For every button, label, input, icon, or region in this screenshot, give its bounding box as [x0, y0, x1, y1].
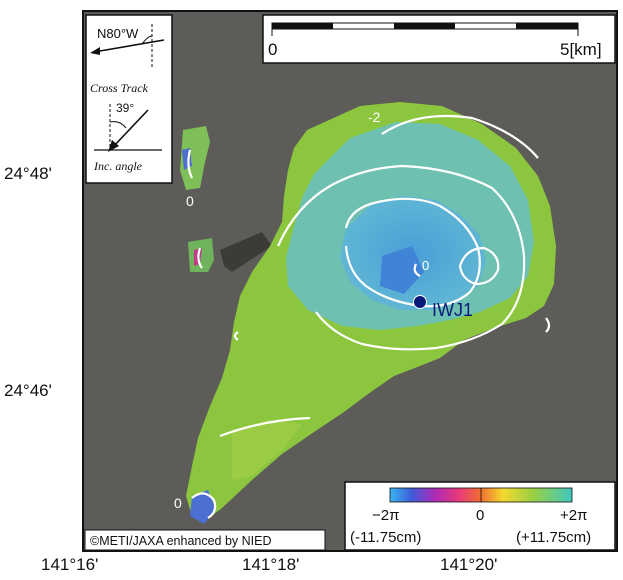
contour-label-zero-north: 0 — [186, 193, 194, 209]
scale-bar-seg-3 — [394, 23, 455, 29]
scale-end-label: 5[km] — [560, 40, 602, 59]
contour-west-mark — [233, 331, 239, 341]
contour-lines — [187, 114, 551, 519]
credit-box — [84, 529, 326, 551]
angle-label: 39° — [116, 101, 134, 115]
contour-label-zero-center: 0 — [422, 258, 429, 273]
longitude-label-141-16: 141°16' — [41, 555, 99, 574]
contour-label-zero-south: 0 — [174, 495, 182, 511]
longitude-label-141-18: 141°18' — [242, 555, 300, 574]
scale-bar-seg-5 — [516, 23, 578, 29]
contour-east-mark — [545, 317, 551, 333]
colorbar-left-cm: (-11.75cm) — [350, 529, 421, 546]
credit-text: ©METI/JAXA enhanced by NIED — [90, 534, 272, 548]
contour-zero-south — [191, 492, 217, 519]
inc-angle-label: Inc. angle — [93, 159, 143, 173]
direction-box: N80°W Cross Track 39° Inc. angle — [85, 14, 173, 184]
heading-label: N80°W — [97, 26, 139, 41]
station-label: IWJ1 — [432, 300, 473, 320]
scale-bar-seg-1 — [272, 23, 333, 29]
incidence-arrowhead — [108, 140, 119, 152]
colorbar-right-cm: (+11.75cm) — [516, 529, 591, 546]
longitude-label-141-20: 141°20' — [440, 555, 498, 574]
islet-north — [180, 126, 210, 190]
contour-outer — [276, 164, 526, 351]
tail-zone — [232, 420, 302, 480]
contour-islet-middle — [197, 247, 203, 269]
latitude-label-24-46: 24°46' — [4, 381, 52, 400]
incidence-angle-arc — [109, 121, 127, 129]
colorbar-left-label: −2π — [372, 507, 399, 524]
contour-label-minus-two: -2 — [368, 109, 381, 125]
scale-start-label: 0 — [268, 40, 277, 59]
contour-minus-two — [381, 114, 539, 159]
colorbar-right-label: +2π — [560, 507, 587, 524]
contour-islet-north — [187, 149, 193, 179]
latitude-label-24-48: 24°48' — [4, 164, 52, 183]
contour-closed-east — [458, 246, 500, 286]
tail-blue-patch — [190, 490, 216, 524]
cross-track-label: Cross Track — [90, 81, 149, 95]
interferogram-map: -2 0 0 0 IWJ1 N80°W Cross Track 39° Inc.… — [82, 10, 618, 552]
scale-bar: 0 5[km] — [262, 14, 616, 64]
subsidence-deep — [380, 246, 424, 294]
colorbar: −2π 0 +2π (-11.75cm) (+11.75cm) — [344, 481, 616, 551]
contour-south — [219, 416, 311, 438]
contour-zero-center — [413, 263, 421, 277]
direction-box-frame — [85, 14, 173, 184]
station-marker — [413, 295, 427, 309]
heading-angle-arc — [141, 35, 153, 45]
incidence-arrow — [111, 109, 149, 149]
dark-patch — [220, 232, 272, 272]
colorbar-mid-label: 0 — [476, 507, 484, 524]
heading-arrowhead — [90, 47, 100, 55]
contour-inner — [344, 197, 481, 308]
